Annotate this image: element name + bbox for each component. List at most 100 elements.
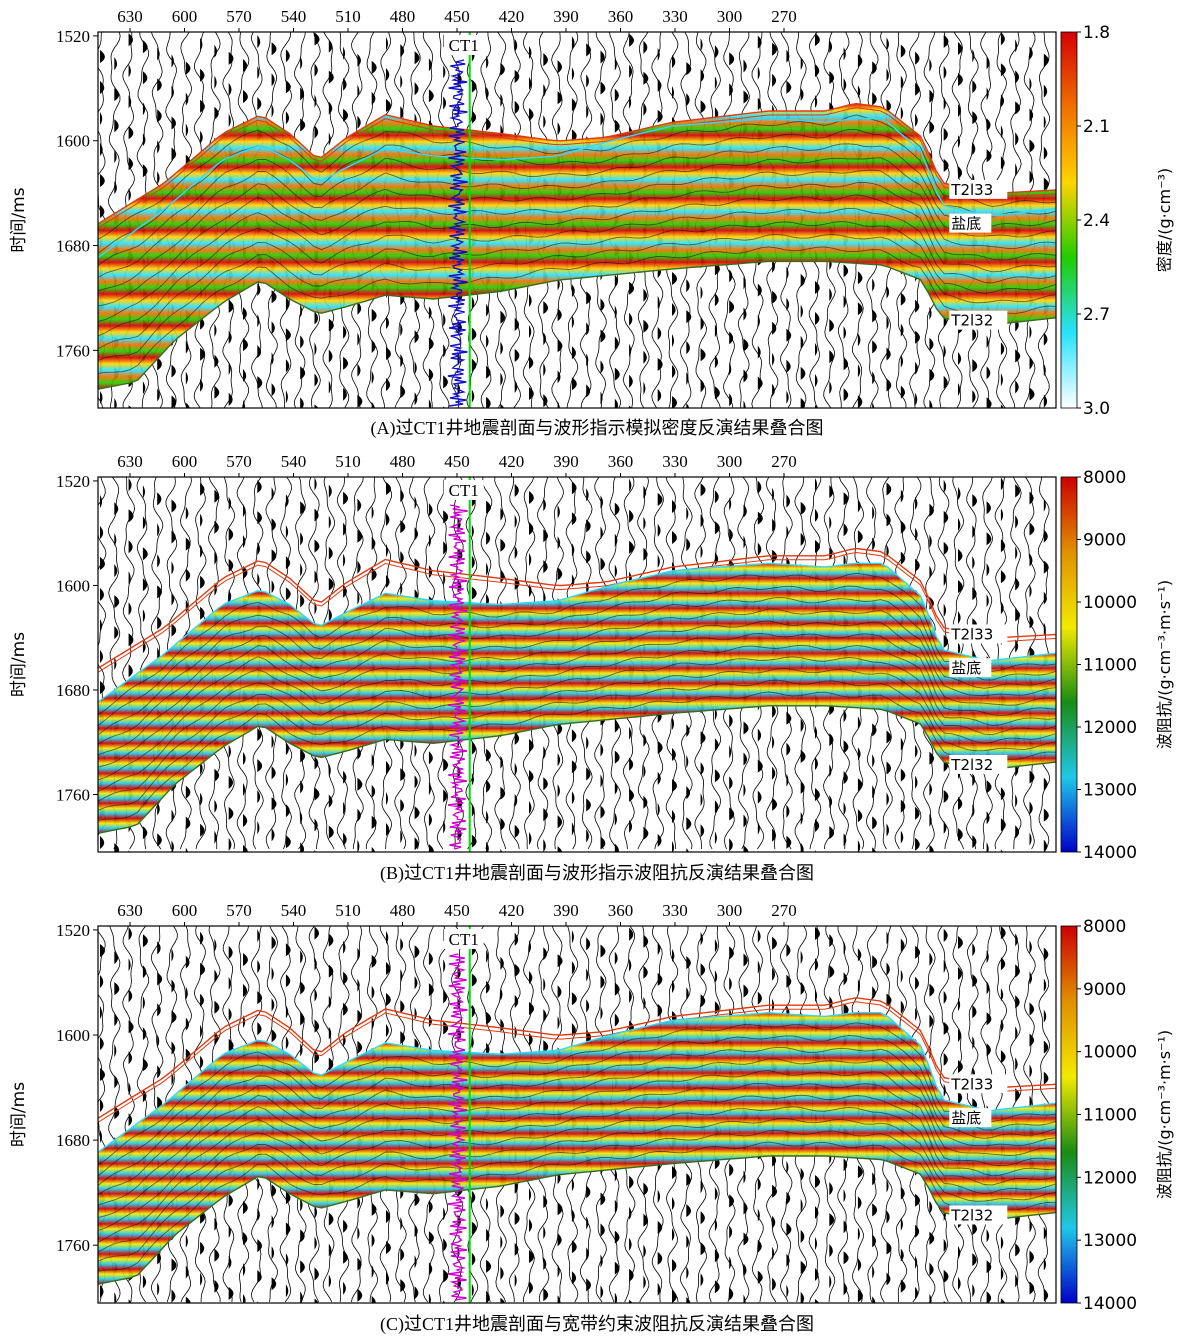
seismic-peak [829,826,835,840]
seismic-peak [414,1255,417,1269]
seismic-peak [285,390,288,404]
seismic-peak [571,543,575,557]
inversion-band [98,1012,1056,1285]
seismic-peak [915,527,918,541]
x-tick-label: 300 [717,452,743,471]
seismic-peak [200,1241,205,1255]
seismic-peak [128,95,132,109]
seismic-peak [1029,1064,1032,1078]
seismic-peak [900,1186,905,1200]
seismic-peak [729,497,732,511]
seismic-peak [157,972,163,986]
seismic-peak [285,556,291,570]
seismic-peak [600,743,604,757]
seismic-peak [900,354,903,368]
seismic-peak [257,759,263,773]
well-label-bg [443,35,484,55]
seismic-peak [157,941,161,955]
panel-b: 630 600 570 540 510 480 450 420 390 360 330 300 2701… [9,452,1174,884]
seismic-peak [700,38,703,52]
seismic-peak [357,1040,363,1054]
seismic-peak [800,950,803,964]
seismic-peak [328,1212,334,1226]
seismic-peak [500,1297,506,1303]
seismic-peak [328,1057,334,1071]
seismic-peak [943,344,946,358]
seismic-peak [643,350,647,364]
seismic-peak [772,936,777,950]
seismic-peak [772,518,776,532]
seismic-peak [743,307,747,321]
seismic-peak [686,1266,689,1280]
seismic-peak [686,786,691,800]
seismic-peak [571,512,577,526]
panel-caption: (A)过CT1井地震剖面与波形指示模拟密度反演结果叠合图 [371,418,824,439]
seismic-peak [371,1295,376,1303]
seismic-peak [257,283,261,297]
seismic-peak [729,331,734,345]
seismic-peak [128,633,134,647]
seismic-peak [414,806,420,820]
seismic-peak [815,374,818,387]
seismic-peak [643,1244,646,1258]
x-tick-label: 390 [553,452,579,471]
seismic-peak [886,1179,889,1193]
seismic-peak [986,842,989,852]
seismic-peak [243,752,246,765]
seismic-peak [185,61,191,75]
seismic-peak [114,1075,118,1089]
seismic-peak [686,724,690,738]
seismic-peak [400,44,405,58]
seismic-peak [929,565,932,579]
x-tick-label: 540 [281,452,307,471]
seismic-peak [857,840,861,852]
seismic-peak [300,981,305,995]
seismic-peak [729,528,733,542]
seismic-peak [557,401,560,408]
seismic-peak [943,375,948,389]
seismic-peak [600,944,606,958]
seismic-peak [729,52,735,66]
seismic-peak [614,398,619,408]
seismic-peak [757,66,760,80]
seismic-peak [343,1250,348,1264]
seismic-peak [886,316,889,330]
seismic-peak [586,43,591,57]
seismic-peak [586,767,591,781]
seismic-peak [872,1172,876,1186]
seismic-peak [157,523,160,537]
y-tick-label: 1520 [56,27,90,46]
seismic-peak [772,704,776,718]
seismic-peak [314,849,316,852]
seismic-peak [300,1012,305,1026]
seismic-peak [972,1005,977,1019]
seismic-peak [500,817,505,831]
x-tick-label: 600 [172,901,198,920]
seismic-peak [772,828,776,842]
band-stripe [98,667,1056,802]
seismic-peak [986,532,992,546]
seismic-peak [100,619,103,632]
seismic-peak [786,742,791,756]
seismic-peak [643,485,647,499]
seismic-peak [285,943,291,957]
seismic-peak [557,339,563,353]
seismic-peak [958,42,963,55]
seismic-peak [271,104,274,118]
seismic-peak [843,295,846,309]
band-stripe [98,1046,1056,1186]
seismic-peak [786,773,789,787]
seismic-peak [614,750,620,764]
seismic-peak [757,1177,761,1191]
seismic-peak [643,40,648,54]
seismic-peak [915,299,920,313]
seismic-peak [214,1000,220,1014]
seismic-peak [886,68,889,82]
seismic-peak [943,990,947,1004]
seismic-peak [958,352,962,365]
seismic-peak [529,801,532,814]
seismic-peak [986,335,989,349]
seismic-peak [257,960,261,974]
seismic-peak [243,535,246,548]
seismic-peak [271,735,274,749]
